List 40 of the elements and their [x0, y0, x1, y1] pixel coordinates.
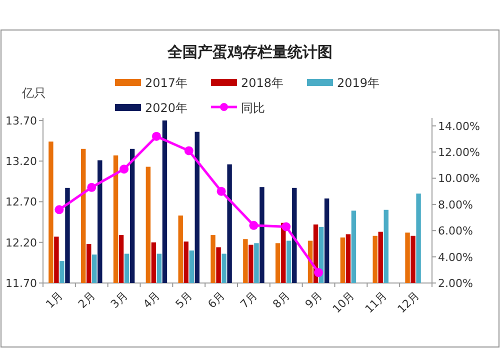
- y2-tick-label: 2.00%: [438, 277, 473, 290]
- x-tick-label: 6月: [205, 288, 228, 311]
- point: [282, 222, 291, 232]
- x-tick-label: 12月: [395, 288, 422, 316]
- y-tick-label: 13.20: [6, 155, 37, 168]
- point: [152, 132, 161, 141]
- x-tick-label: 4月: [140, 288, 163, 311]
- x-tick-label: 3月: [108, 288, 130, 311]
- y2-tick-label: 4.00%: [438, 250, 473, 264]
- point: [314, 268, 324, 278]
- y-tick-label: 12.70: [6, 196, 37, 209]
- y2-tick-label: 6.00%: [438, 224, 473, 238]
- legend-label: 2017年: [145, 76, 188, 90]
- point: [249, 220, 258, 230]
- x-tick-label: 8月: [270, 288, 292, 311]
- chart-title: 全国产蛋鸡存栏量统计图: [166, 43, 332, 61]
- y2-tick-label: 8.00%: [438, 198, 473, 212]
- y2-tick-label: 14.00%: [438, 120, 480, 133]
- y-tick-label: 11.70: [6, 277, 37, 290]
- point: [184, 146, 194, 156]
- legend-label: 2018年: [241, 76, 284, 90]
- x-tick-label: 10月: [330, 288, 358, 316]
- y-tick-label: 13.70: [6, 114, 37, 128]
- x-tick-label: 11月: [362, 288, 390, 316]
- point: [87, 182, 96, 192]
- x-tick-label: 9月: [302, 288, 325, 311]
- point: [120, 164, 129, 174]
- x-tick-label: 1月: [43, 288, 66, 311]
- y2-tick-label: 10.00%: [438, 172, 480, 186]
- legend-label: 同比: [241, 101, 265, 115]
- point: [216, 186, 226, 196]
- x-tick-label: 2月: [76, 288, 98, 311]
- x-tick-label: 5月: [173, 288, 195, 311]
- y-tick-label: 12.20: [6, 236, 37, 250]
- point: [54, 205, 64, 214]
- x-tick-label: 7月: [238, 288, 260, 311]
- legend-label: 2019年: [337, 76, 380, 90]
- y-axis-title: 亿只: [21, 86, 46, 100]
- legend-label: 2020年: [145, 101, 188, 115]
- y2-tick-label: 12.00%: [438, 146, 480, 160]
